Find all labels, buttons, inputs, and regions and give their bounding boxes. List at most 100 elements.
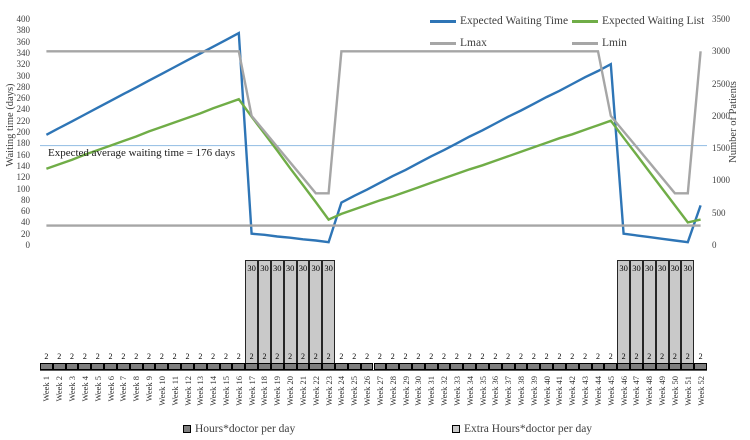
bar-value-label-extra: 30 xyxy=(273,263,282,273)
bar-value-label-hours: 2 xyxy=(442,351,447,361)
bar-value-label-hours: 2 xyxy=(313,351,318,361)
left-axis-tick: 260 xyxy=(16,93,31,104)
bar-hours xyxy=(514,362,528,370)
left-axis-tick: 120 xyxy=(16,172,31,183)
bar-hours xyxy=(591,362,605,370)
bar-value-label-extra: 30 xyxy=(324,263,333,273)
bar-value-label-extra: 30 xyxy=(260,263,269,273)
bar-value-label-hours: 2 xyxy=(467,351,472,361)
bar-hours xyxy=(630,362,643,370)
left-axis-tick: 220 xyxy=(16,115,31,126)
legend-label: Lmax xyxy=(460,37,487,49)
legend-item-expected-waiting-time: Expected Waiting Time xyxy=(430,14,568,28)
left-axis-tick: 300 xyxy=(16,70,31,81)
legend-line-swatch xyxy=(430,19,456,23)
bar-value-label-hours: 2 xyxy=(262,351,267,361)
bar-value-label-extra: 30 xyxy=(670,263,680,273)
bar-value-label-hours: 2 xyxy=(480,351,485,361)
legend-item-extra-hours-doctor-per-day: Extra Hours*doctor per day xyxy=(452,423,592,435)
bar-value-label-hours: 2 xyxy=(454,351,459,361)
bar-value-label-hours: 2 xyxy=(570,351,575,361)
left-axis-tick: 160 xyxy=(16,149,31,160)
bar-value-label-hours: 2 xyxy=(70,351,75,361)
bar-hours xyxy=(142,362,156,370)
bar-value-label-hours: 2 xyxy=(82,351,87,361)
bar-value-label-extra: 30 xyxy=(619,263,628,273)
bar-value-label-hours: 2 xyxy=(236,351,241,361)
left-axis-tick: 380 xyxy=(16,25,31,36)
bar-value-label-extra: 30 xyxy=(683,263,693,273)
bar-hours xyxy=(245,362,259,370)
bar-hours xyxy=(193,362,207,370)
bar-hours xyxy=(565,362,579,370)
bar-value-label-hours: 2 xyxy=(121,351,126,361)
left-axis-tick: 20 xyxy=(21,228,30,239)
bar-value-label-hours: 2 xyxy=(211,351,216,361)
bar-value-label-hours: 2 xyxy=(159,351,164,361)
x-axis-line xyxy=(40,370,707,371)
left-axis-tick: 80 xyxy=(21,194,30,205)
bar-value-label-hours: 2 xyxy=(519,351,523,361)
bar-value-label-hours: 2 xyxy=(134,351,139,361)
bar-value-label-hours: 2 xyxy=(506,351,511,361)
bar-hours xyxy=(258,362,271,370)
bar-value-label-hours: 2 xyxy=(416,351,421,361)
bar-hours xyxy=(450,362,464,370)
bar-hours xyxy=(476,362,489,370)
bar-value-label-hours: 2 xyxy=(339,351,344,361)
left-axis-tick: 400 xyxy=(16,14,31,24)
bar-hours xyxy=(488,362,502,370)
right-axis-tick: 2000 xyxy=(712,110,730,121)
right-axis-tick: 1000 xyxy=(712,175,730,186)
bar-value-label-hours: 2 xyxy=(698,351,703,361)
bar-hours xyxy=(527,362,541,370)
bar-hours xyxy=(399,362,412,370)
bar-hours xyxy=(206,362,220,370)
bar-value-label-hours: 2 xyxy=(429,351,434,361)
bar-hours xyxy=(270,362,284,370)
bar-value-label-hours: 2 xyxy=(634,351,639,361)
bar-hours xyxy=(668,362,682,370)
bar-hours xyxy=(104,362,117,370)
legend-item-hours-doctor-per-day: Hours*doctor per day xyxy=(183,423,295,435)
left-axis-tick: 360 xyxy=(16,36,31,47)
left-axis-tick: 60 xyxy=(21,206,30,217)
bar-value-label-hours: 2 xyxy=(583,351,588,361)
legend-label: Hours*doctor per day xyxy=(195,423,296,435)
bar-value-label-hours: 2 xyxy=(544,351,549,361)
bar-hours xyxy=(501,362,515,370)
bar-value-label-hours: 2 xyxy=(352,351,357,361)
legend-label: Extra Hours*doctor per day xyxy=(464,423,593,435)
bar-value-label-hours: 2 xyxy=(557,351,562,361)
bar-value-label-hours: 2 xyxy=(275,351,280,361)
bar-hours xyxy=(232,362,246,370)
line-legend: Expected Waiting Time Expected Waiting Li… xyxy=(0,0,750,60)
bar-value-label-hours: 2 xyxy=(95,351,100,361)
left-axis-tick: 40 xyxy=(21,217,30,228)
bar-hours xyxy=(578,362,592,370)
bar-hours xyxy=(694,362,707,370)
bar-hours xyxy=(309,362,323,370)
bar-value-label-hours: 2 xyxy=(198,351,203,361)
left-axis-tick: 200 xyxy=(16,127,31,137)
bar-value-label-hours: 2 xyxy=(326,351,331,361)
bar-value-label-hours: 2 xyxy=(608,351,613,361)
bar-value-label-extra: 30 xyxy=(657,263,667,273)
bar-value-label-hours: 2 xyxy=(288,351,293,361)
legend-item-expected-waiting-list: Expected Waiting List xyxy=(572,14,704,28)
legend-item-lmax: Lmax xyxy=(430,36,487,50)
bar-hours xyxy=(386,362,400,370)
bar-hours xyxy=(116,362,130,370)
bar-value-label-hours: 2 xyxy=(300,351,305,361)
legend-line-swatch xyxy=(430,41,456,45)
bar-hours xyxy=(604,362,618,370)
bar-value-label-hours: 2 xyxy=(57,351,62,361)
bar-hours xyxy=(322,362,335,370)
legend-label: Expected Waiting Time xyxy=(460,15,569,27)
bar-hours xyxy=(553,362,566,370)
bar-value-label-hours: 2 xyxy=(390,351,395,361)
legend-label: Expected Waiting List xyxy=(602,15,705,27)
bar-value-label-extra: 30 xyxy=(247,263,256,273)
